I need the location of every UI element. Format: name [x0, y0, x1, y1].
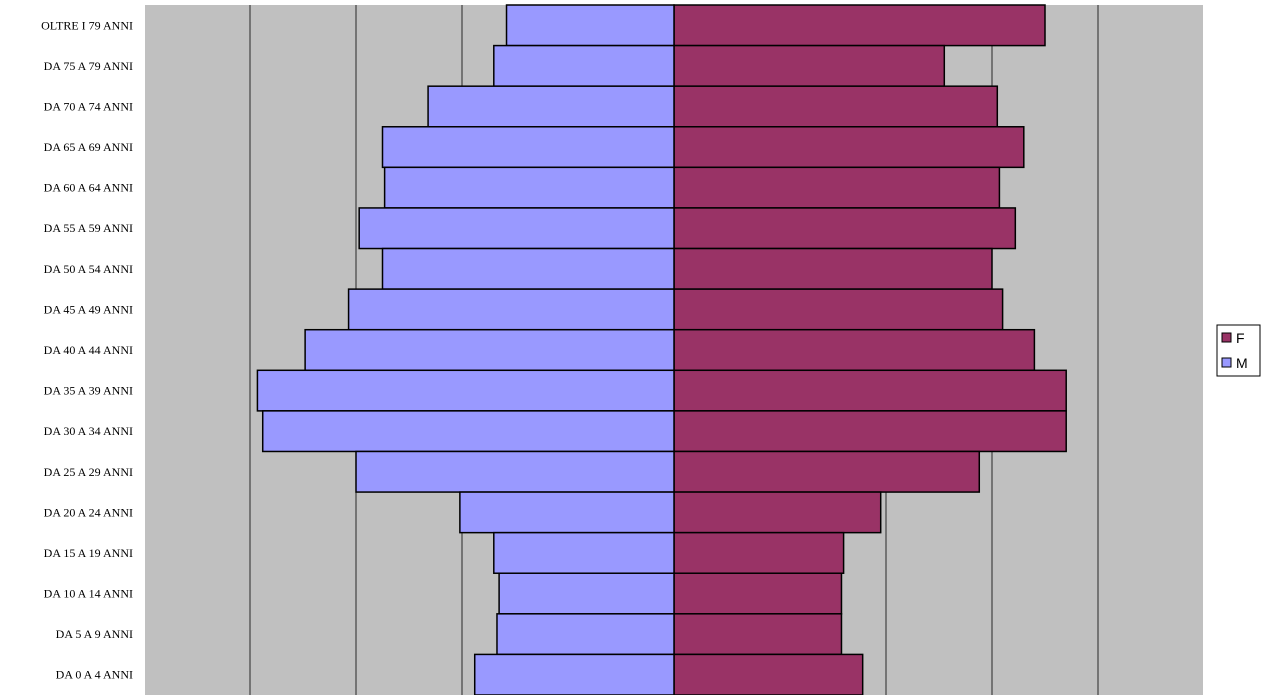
bar-f: [673, 328, 1036, 372]
bar-m: [358, 207, 675, 250]
bar-f: [673, 207, 1017, 250]
bar-m: [498, 572, 675, 615]
category-label: DA 30 A 34 ANNI: [44, 424, 133, 438]
category-labels: OLTRE I 79 ANNI DA 75 A 79 ANNI DA 70 A 74…: [41, 18, 133, 681]
legend: F M: [1216, 324, 1261, 377]
bar-f: [673, 85, 999, 128]
legend-label-m: M: [1236, 355, 1248, 371]
bar-m: [355, 450, 675, 493]
category-label: DA 10 A 14 ANNI: [44, 587, 133, 601]
bar-m: [256, 369, 675, 412]
category-label: DA 40 A 44 ANNI: [44, 343, 133, 357]
category-label: DA 50 A 54 ANNI: [44, 262, 133, 276]
bar-f: [673, 572, 843, 615]
legend-label-f: F: [1236, 330, 1245, 346]
bar-f: [673, 613, 843, 656]
bar-m: [493, 44, 675, 87]
bar-f: [673, 4, 1046, 47]
bar-f: [673, 288, 1004, 331]
legend-swatch-m: [1221, 357, 1232, 368]
category-label: DA 75 A 79 ANNI: [44, 59, 133, 73]
bar-m: [427, 85, 675, 128]
bar-m: [383, 166, 675, 209]
bar-m: [381, 126, 675, 169]
bar-f: [673, 531, 845, 574]
bar-f: [673, 126, 1025, 169]
bar-m: [381, 247, 675, 290]
bar-m: [473, 653, 675, 695]
bar-m: [304, 328, 675, 372]
category-label: DA 35 A 39 ANNI: [44, 384, 133, 398]
bar-f: [673, 410, 1067, 453]
category-label: DA 65 A 69 ANNI: [44, 140, 133, 154]
bar-f: [673, 653, 864, 695]
category-label: DA 15 A 19 ANNI: [44, 546, 133, 560]
bar-f: [673, 44, 946, 87]
bar-m: [347, 288, 675, 331]
category-label: DA 55 A 59 ANNI: [44, 221, 133, 235]
category-label: DA 60 A 64 ANNI: [44, 181, 133, 195]
bar-f: [673, 491, 882, 534]
bar-f: [673, 247, 993, 290]
category-label: DA 20 A 24 ANNI: [44, 505, 133, 519]
category-label: DA 5 A 9 ANNI: [56, 627, 133, 641]
bars: [256, 4, 1067, 695]
bar-f: [673, 166, 1001, 209]
bar-m: [496, 613, 675, 656]
bar-m: [261, 410, 675, 453]
category-label: DA 70 A 74 ANNI: [44, 99, 133, 113]
bar-m: [459, 491, 675, 534]
legend-swatch-f: [1221, 332, 1232, 343]
category-label: DA 0 A 4 ANNI: [56, 668, 133, 682]
category-label: OLTRE I 79 ANNI: [41, 18, 133, 32]
bar-f: [673, 369, 1067, 412]
category-label: DA 45 A 49 ANNI: [44, 302, 133, 316]
bar-m: [493, 531, 675, 574]
category-label: DA 25 A 29 ANNI: [44, 465, 133, 479]
bar-f: [673, 450, 981, 493]
bar-m: [505, 4, 675, 47]
